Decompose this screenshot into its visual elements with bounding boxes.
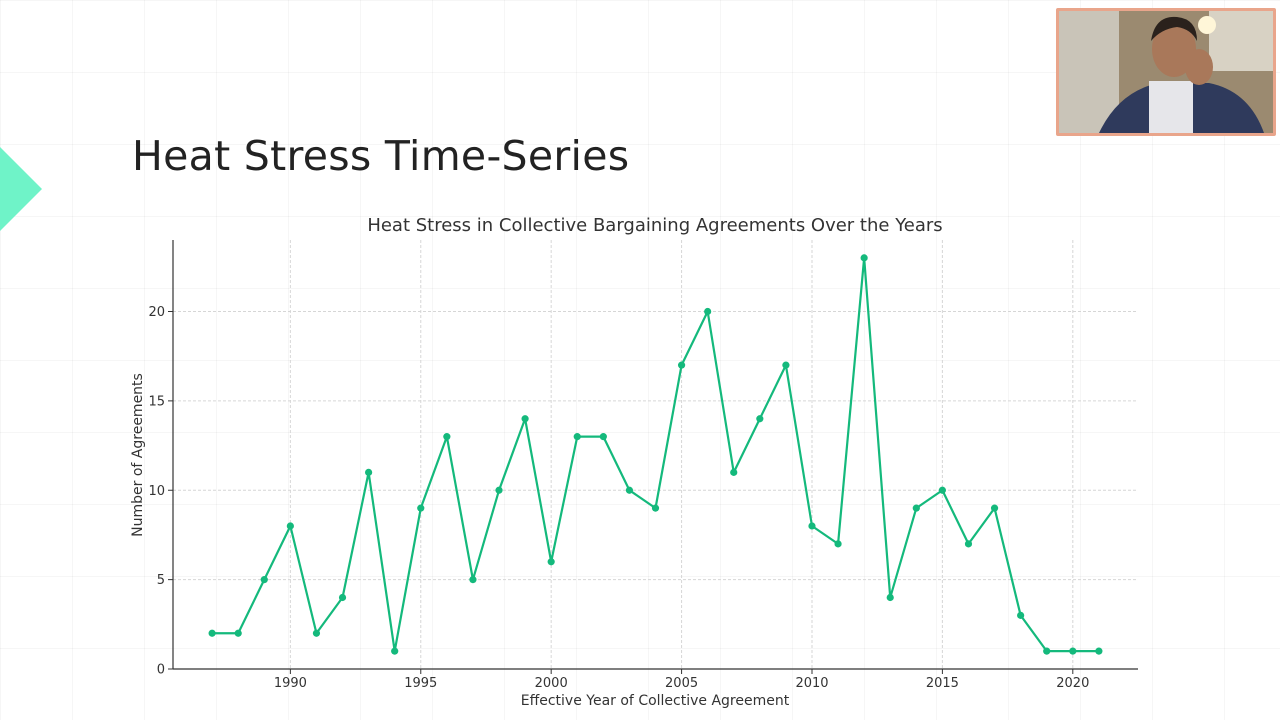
y-tick-label: 20 (148, 305, 165, 320)
data-point (208, 629, 216, 637)
data-point (886, 593, 894, 602)
person-icon (1059, 11, 1273, 133)
data-point (391, 647, 399, 655)
data-point (730, 468, 738, 476)
tick-labels: 1990 1995 2000 2005 2010 2015 2020 0 5 10 15 20 (148, 305, 1089, 691)
data-point (1095, 647, 1103, 655)
data-point (625, 486, 634, 494)
data-point (547, 558, 555, 566)
y-tick-label: 5 (157, 573, 165, 588)
data-point (234, 629, 242, 637)
data-point (990, 504, 999, 512)
data-point (260, 576, 268, 584)
series (208, 254, 1103, 655)
data-point (521, 415, 529, 423)
chart-title: Heat Stress in Collective Bargaining Agr… (367, 215, 942, 236)
data-point (1069, 647, 1077, 655)
data-point (599, 433, 607, 441)
data-point (443, 433, 451, 441)
axes (168, 240, 1138, 674)
data-point (651, 504, 660, 512)
data-point (1017, 611, 1025, 619)
data-point (573, 433, 581, 441)
data-point (756, 415, 764, 423)
webcam-video (1056, 8, 1276, 136)
data-point (782, 361, 790, 369)
x-tick-label: 2015 (926, 676, 959, 691)
x-tick-label: 2005 (665, 676, 698, 691)
accent-triangle (0, 147, 42, 231)
x-tick-label: 1990 (274, 676, 307, 691)
data-point (338, 593, 347, 602)
data-point (964, 540, 973, 548)
data-point (938, 486, 946, 494)
data-point (704, 307, 712, 316)
data-point (1043, 647, 1051, 655)
data-point (286, 522, 294, 530)
x-tick-label: 2000 (535, 676, 568, 691)
y-tick-label: 10 (148, 484, 165, 499)
y-axis-label: Number of Agreements (130, 373, 146, 537)
series-line (212, 256, 1099, 653)
y-tick-label: 15 (148, 394, 165, 409)
data-point (469, 576, 477, 584)
y-tick-label: 0 (157, 663, 165, 678)
x-tick-label: 1995 (404, 676, 437, 691)
grid (173, 240, 1138, 670)
data-point (834, 540, 842, 548)
x-tick-label: 2020 (1056, 676, 1089, 691)
data-point (495, 486, 503, 494)
data-point (860, 254, 868, 262)
data-point (912, 504, 920, 512)
data-point (808, 522, 816, 530)
slide-title: Heat Stress Time-Series (132, 132, 630, 180)
data-point (365, 468, 373, 476)
x-axis-label: Effective Year of Collective Agreement (521, 693, 790, 709)
x-tick-label: 2010 (795, 676, 828, 691)
data-point (312, 629, 321, 637)
data-point (417, 504, 425, 512)
data-point (677, 361, 686, 369)
